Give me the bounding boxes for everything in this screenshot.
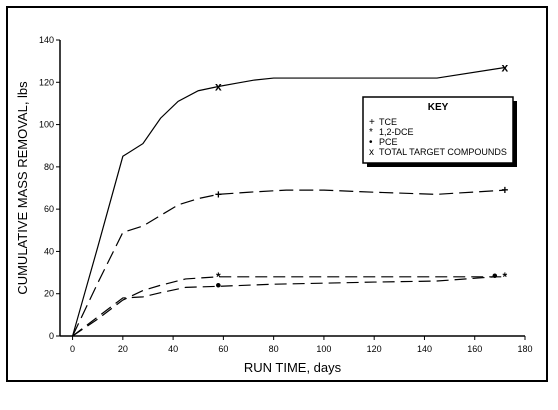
y-tick-label: 80 <box>44 162 54 172</box>
series-line <box>72 276 495 337</box>
legend-label: 1,2-DCE <box>379 127 414 137</box>
x-tick-label: 60 <box>218 344 228 354</box>
legend-entry-pce: • PCE <box>369 137 398 148</box>
y-tick-label: 40 <box>44 246 54 256</box>
legend-title: KEY <box>428 102 449 113</box>
legend-marker: x <box>369 147 374 158</box>
legend-marker: + <box>369 117 375 128</box>
legend-entry-total: x TOTAL TARGET COMPOUNDS <box>369 147 507 158</box>
y-axis-label: CUMULATIVE MASS REMOVAL, lbs <box>15 81 30 295</box>
x-tick-label: 140 <box>417 344 432 354</box>
y-tick-label: 0 <box>49 331 54 341</box>
series-line <box>72 276 505 337</box>
data-point-marker: x <box>215 80 222 94</box>
y-tick-label: 60 <box>44 204 54 214</box>
data-point-marker: * <box>216 270 221 284</box>
x-tick-label: 40 <box>168 344 178 354</box>
legend-marker: • <box>369 137 373 148</box>
y-tick-label: 20 <box>44 289 54 299</box>
y-tick-label: 100 <box>39 120 54 130</box>
legend-label: TOTAL TARGET COMPOUNDS <box>379 147 507 157</box>
legend-marker: * <box>369 127 373 138</box>
x-tick-label: 160 <box>467 344 482 354</box>
x-axis-label: RUN TIME, days <box>244 360 342 375</box>
series-1: + + <box>72 183 508 337</box>
legend-box <box>362 96 514 164</box>
y-tick-label: 120 <box>39 77 54 87</box>
data-point-marker: + <box>501 183 508 197</box>
y-ticks: 0 20 40 60 80 100 120 140 <box>39 35 60 341</box>
series-line <box>71 66 505 337</box>
y-tick-label: 140 <box>39 35 54 45</box>
series-3: •• <box>72 268 498 337</box>
data-point-marker: • <box>216 277 222 294</box>
legend-label: PCE <box>379 137 398 147</box>
legend-entry-tce: + TCE <box>369 117 397 128</box>
figure-frame <box>6 6 548 382</box>
axes: 0 20 40 60 80 100 120 140 160 180 0 20 40 60 80 100 120… <box>39 35 533 354</box>
legend: KEY + TCE * 1,2-DCE • PCE x TOTAL TARGET… <box>362 96 517 167</box>
series-2: * * <box>72 270 508 337</box>
x-tick-label: 180 <box>517 344 532 354</box>
data-point-marker: x <box>502 60 509 74</box>
legend-entry-dce: * 1,2-DCE <box>369 127 414 138</box>
x-tick-label: 20 <box>118 344 128 354</box>
series-layer: xx+ +* *•• <box>71 60 509 337</box>
legend-label: TCE <box>379 117 397 127</box>
data-point-marker: * <box>503 270 508 284</box>
data-point-marker: + <box>215 187 222 201</box>
series-line <box>72 189 505 337</box>
series-0: xx <box>71 60 509 337</box>
x-tick-label: 0 <box>70 344 75 354</box>
x-tick-label: 80 <box>269 344 279 354</box>
x-tick-label: 120 <box>367 344 382 354</box>
x-tick-label: 100 <box>316 344 331 354</box>
data-point-marker: • <box>492 268 498 285</box>
x-ticks: 0 20 40 60 80 100 120 140 160 180 <box>70 336 533 354</box>
